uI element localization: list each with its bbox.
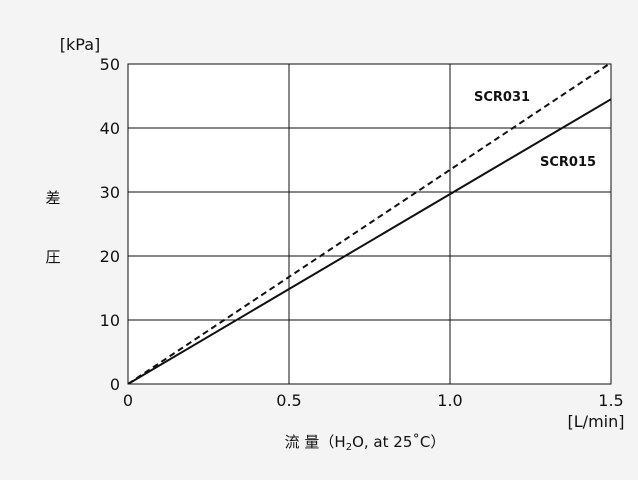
x-tick-labels: 0 0.5 1.0 1.5 bbox=[123, 391, 624, 410]
x-tick-label: 1.0 bbox=[437, 391, 462, 410]
series-line-scr015 bbox=[128, 98, 611, 384]
series bbox=[128, 64, 611, 384]
y-tick-label: 40 bbox=[100, 119, 120, 138]
x-axis-label: 流 量（H2O, at 25˚C） bbox=[285, 433, 446, 453]
y-axis-unit: [kPa] bbox=[60, 35, 100, 54]
series-line-scr031 bbox=[128, 64, 611, 384]
y-tick-label: 0 bbox=[110, 375, 120, 394]
series-label-scr031: SCR031 bbox=[474, 90, 530, 105]
y-tick-labels: 0 10 20 30 40 50 bbox=[100, 55, 120, 394]
y-axis-label-char-2: 圧 bbox=[45, 248, 60, 266]
grid bbox=[128, 64, 611, 384]
series-label-scr015: SCR015 bbox=[540, 155, 596, 170]
x-tick-label: 1.5 bbox=[598, 391, 623, 410]
plot-frame bbox=[127, 63, 612, 385]
x-tick-label: 0.5 bbox=[276, 391, 301, 410]
y-axis-label-char-1: 差 bbox=[45, 189, 60, 207]
y-tick-label: 30 bbox=[100, 183, 120, 202]
x-axis-unit: [L/min] bbox=[568, 412, 625, 431]
x-axis-label-rest: O, at 25˚C） bbox=[352, 433, 445, 451]
x-axis-label-subscript: 2 bbox=[346, 442, 352, 453]
y-tick-label: 10 bbox=[100, 311, 120, 330]
x-tick-label: 0 bbox=[123, 391, 133, 410]
y-tick-label: 50 bbox=[100, 55, 120, 74]
y-tick-label: 20 bbox=[100, 247, 120, 266]
x-axis-label-name: 流 量（H bbox=[285, 433, 346, 451]
